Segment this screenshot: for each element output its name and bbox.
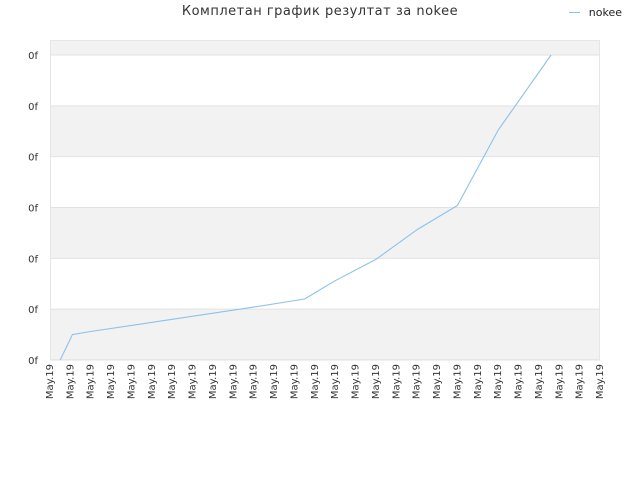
x-tick-label: May.19 [351,364,362,399]
x-tick-label: May.19 [330,364,341,399]
x-tick-label: May.19 [228,364,239,399]
x-tick-label: May.19 [473,364,484,399]
x-tick-label: May.19 [432,364,443,399]
grid-band [50,105,600,157]
x-tick-label: May.19 [575,364,586,399]
x-tick-label: May.19 [249,364,260,399]
y-tick-label: 0f [28,102,38,113]
y-tick-label: 0f [28,356,38,367]
x-tick-label: May.19 [595,364,606,399]
x-tick-label: May.19 [412,364,423,399]
x-tick-label: May.19 [310,364,321,399]
legend: nokee [568,6,622,19]
legend-label: nokee [588,6,622,19]
x-tick-label: May.19 [45,364,56,399]
plot-area [50,40,600,360]
x-tick-label: May.19 [371,364,382,399]
x-tick-label: May.19 [65,364,76,399]
x-tick-label: May.19 [126,364,137,399]
x-tick-label: May.19 [269,364,280,399]
y-tick-label: 0f [28,153,38,164]
grid-band [50,207,600,259]
x-tick-label: May.19 [391,364,402,399]
y-tick-label: 0f [28,51,38,62]
x-tick-label: May.19 [167,364,178,399]
x-tick-label: May.19 [188,364,199,399]
chart-title: Комплетан график резултат за nokee [181,4,459,19]
x-tick-label: May.19 [208,364,219,399]
y-tick-label: 0f [28,305,38,316]
x-tick-label: May.19 [289,364,300,399]
legend-swatch [568,12,580,13]
series-line-nokee [59,54,552,361]
x-tick-label: May.19 [514,364,525,399]
x-tick-label: May.19 [493,364,504,399]
grid-band [50,40,600,55]
plot-frame [50,40,600,360]
x-tick-label: May.19 [554,364,565,399]
y-tick-label: 0f [28,254,38,265]
x-tick-label: May.19 [147,364,158,399]
grid-band [50,309,600,360]
x-tick-label: May.19 [534,364,545,399]
y-tick-label: 0f [28,204,38,215]
x-tick-label: May.19 [86,364,97,399]
x-tick-label: May.19 [106,364,117,399]
x-tick-label: May.19 [452,364,463,399]
